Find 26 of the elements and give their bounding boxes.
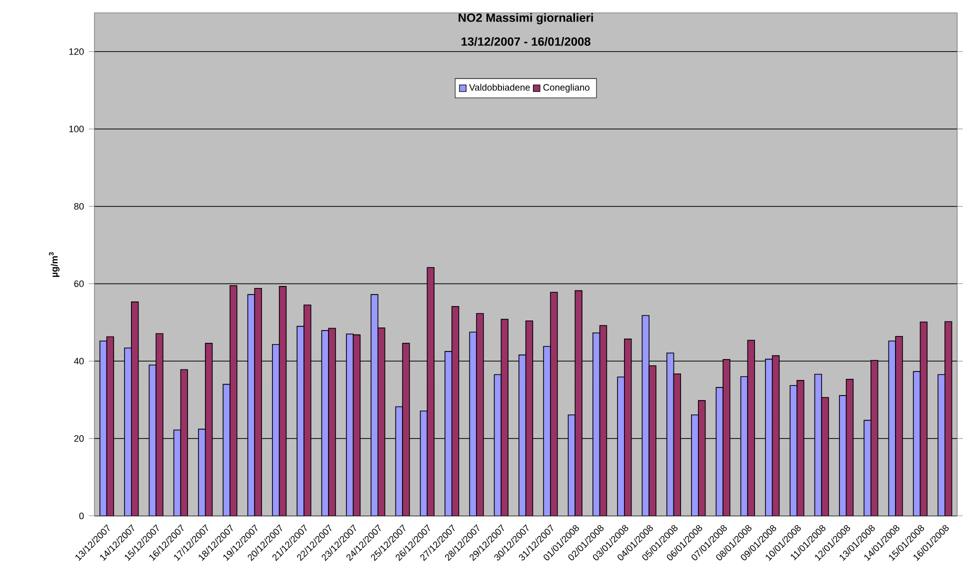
y-tick-label: 40 — [74, 358, 84, 364]
y-tick-label: 80 — [74, 202, 84, 210]
bar — [912, 370, 921, 516]
bar — [599, 324, 608, 516]
y-tick-label: 0 — [79, 512, 84, 519]
bar — [173, 429, 182, 516]
bar — [247, 294, 256, 516]
y-tick-label: 100 — [69, 125, 84, 132]
legend-label: Conegliano — [543, 84, 590, 92]
chart-title: NO2 Massimi giornalieri — [458, 12, 593, 24]
bar — [740, 376, 748, 516]
text: 13/12/2007 - 16/01/2008 — [462, 36, 590, 46]
bar — [352, 334, 361, 516]
bar — [846, 378, 854, 516]
bar — [278, 286, 287, 516]
bar — [106, 336, 114, 516]
y-tick-label: 60 — [74, 280, 84, 287]
legend-label: Valdobbiadene — [469, 84, 530, 90]
bar — [666, 352, 674, 516]
y-axis-title: µg/m$^{3}$ — [48, 252, 60, 277]
bar — [525, 320, 534, 516]
y-tick-label: 120 — [69, 48, 84, 55]
bar — [420, 410, 428, 516]
bar — [494, 374, 502, 516]
bar — [772, 355, 780, 516]
y-tick-label: 20 — [74, 435, 84, 442]
